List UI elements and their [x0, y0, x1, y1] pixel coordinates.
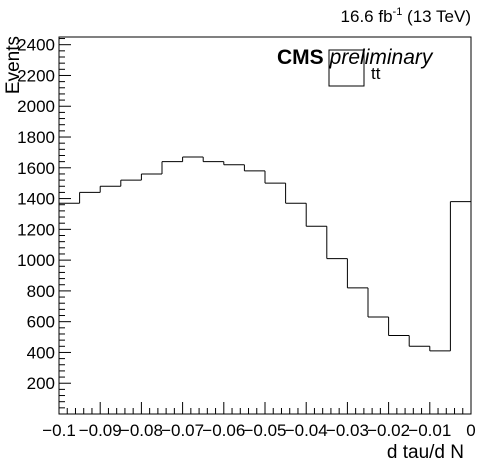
x-tick-label: −0.09 [79, 421, 122, 440]
x-tick-label: −0.04 [285, 421, 328, 440]
x-tick-label: 0 [466, 421, 475, 440]
y-tick-label: 400 [27, 343, 55, 362]
x-tick-label: −0.06 [202, 421, 245, 440]
lumi-label: 16.6 fb-1 (13 TeV) [341, 6, 471, 26]
y-tick-label: 2000 [17, 97, 55, 116]
y-tick-label: 1600 [17, 159, 55, 178]
y-tick-label: 1200 [17, 220, 55, 239]
y-tick-label: 1400 [17, 190, 55, 209]
x-axis-title: d tau/d N [387, 442, 464, 463]
x-tick-label: −0.1 [42, 421, 76, 440]
cms-label: CMS preliminary [277, 46, 434, 69]
y-tick-label: 800 [27, 282, 55, 301]
x-tick-label: −0.02 [367, 421, 410, 440]
y-tick-label: 1000 [17, 251, 55, 270]
y-tick-label: 1800 [17, 128, 55, 147]
y-tick-label: 600 [27, 313, 55, 332]
x-tick-label: −0.03 [326, 421, 369, 440]
x-tick-label: −0.07 [161, 421, 204, 440]
x-tick-label: −0.01 [408, 421, 451, 440]
y-axis-title: Events [3, 36, 24, 94]
x-tick-label: −0.08 [120, 421, 163, 440]
x-tick-label: −0.05 [243, 421, 286, 440]
y-tick-label: 200 [27, 374, 55, 393]
legend-label-tt: tt [371, 64, 381, 83]
